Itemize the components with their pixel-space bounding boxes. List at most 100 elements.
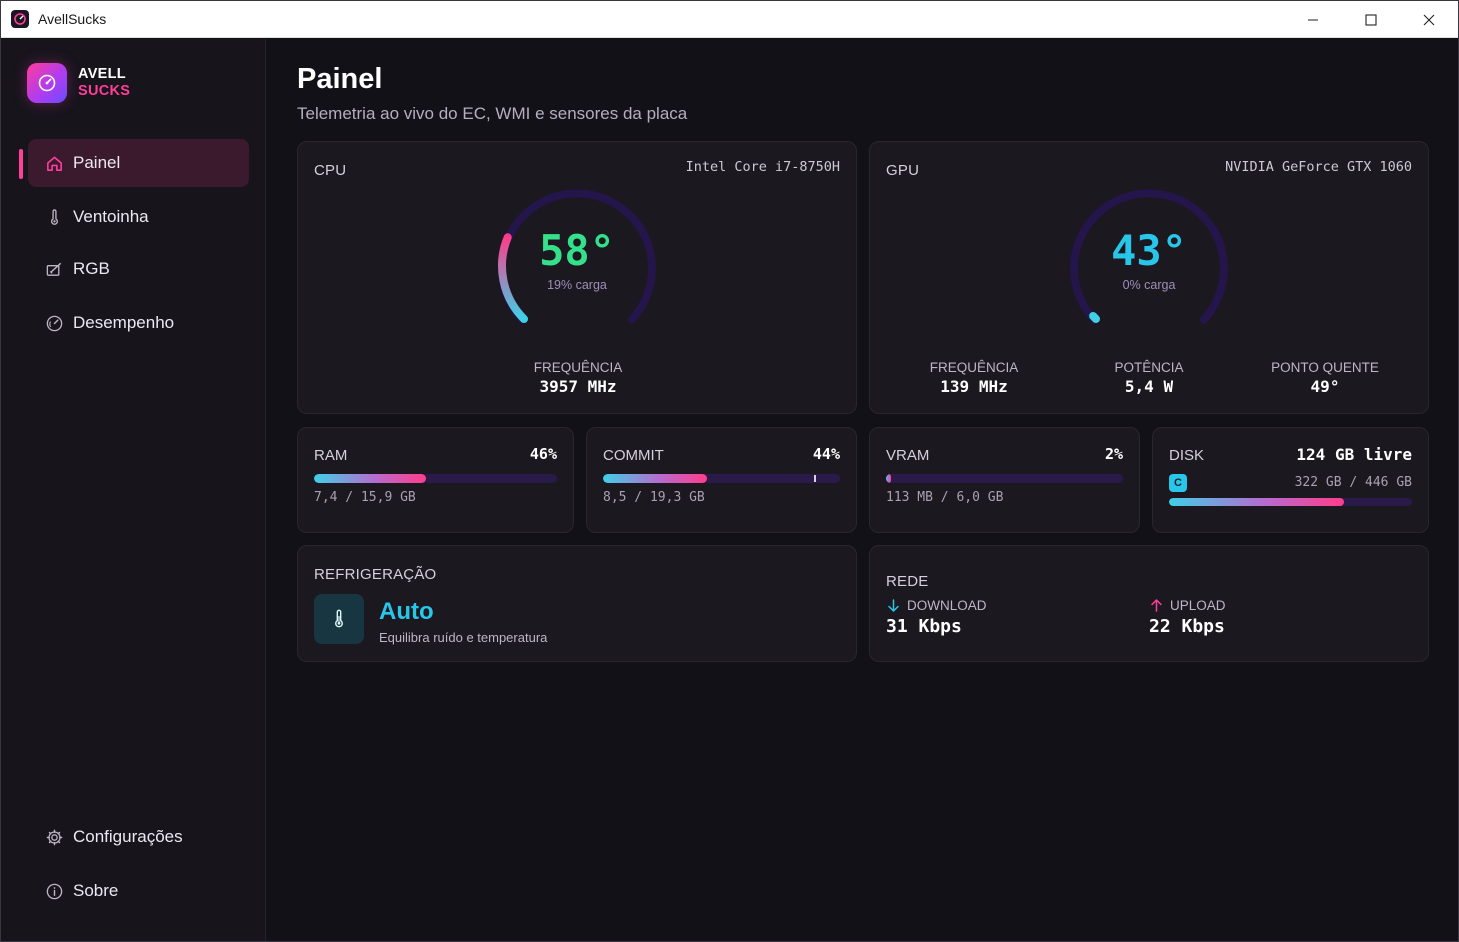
drive-letter-badge: C [1169, 474, 1187, 492]
network-card: REDE DOWNLOAD 31 Kbps UPLOAD 22 Kbps [869, 545, 1429, 662]
brand: AVELL SUCKS [27, 63, 130, 103]
ram-bar-fill [314, 474, 426, 483]
gpu-gauge-arc [1089, 312, 1100, 323]
cpu-temperature: 58° [539, 226, 615, 275]
page-title: Painel [297, 63, 383, 95]
gpu-frequency-value: 139 MHz [940, 377, 1008, 396]
network-download: DOWNLOAD 31 Kbps [886, 598, 987, 637]
sidebar-item-label: Desempenho [73, 313, 175, 332]
ram-percent: 46% [529, 445, 557, 463]
gpu-card: GPU NVIDIA GeForce GTX 1060 43° 0% carga… [869, 141, 1429, 414]
ram-label: RAM [314, 447, 348, 464]
minimize-button[interactable] [1284, 1, 1342, 38]
thermometer-icon [44, 207, 64, 227]
gpu-power: POTÊNCIA 5,4 W [1069, 360, 1229, 396]
commit-bar [603, 474, 840, 483]
info-icon [44, 881, 64, 901]
sidebar-item-rgb[interactable]: RGB [28, 245, 249, 293]
gpu-hotspot-value: 49° [1310, 377, 1340, 396]
commit-detail: 8,5 / 19,3 GB [603, 490, 705, 505]
gpu-gauge-track [1070, 189, 1228, 324]
minimize-icon [1308, 19, 1318, 20]
gpu-frequency: FREQUÊNCIA 139 MHz [894, 360, 1054, 396]
sidebar-item-configuracoes[interactable]: Configurações [28, 813, 249, 861]
ram-bar [314, 474, 557, 483]
maximize-button[interactable] [1342, 1, 1400, 38]
vram-detail: 113 MB / 6,0 GB [886, 490, 1004, 505]
cooling-mode: Auto [379, 598, 434, 625]
ram-detail: 7,4 / 15,9 GB [314, 490, 416, 505]
sidebar: AVELL SUCKS Painel Ventoinha RGB [1, 39, 266, 941]
commit-bar-fill [603, 474, 708, 483]
commit-label: COMMIT [603, 447, 664, 464]
gpu-hotspot-label: PONTO QUENTE [1271, 360, 1379, 375]
gpu-label: GPU [886, 162, 920, 179]
sidebar-item-label: RGB [73, 259, 110, 278]
gpu-power-label: POTÊNCIA [1114, 360, 1184, 375]
cpu-frequency-value: 3957 MHz [539, 377, 617, 396]
sidebar-item-label: Ventoinha [73, 207, 149, 226]
vram-label: VRAM [886, 447, 930, 464]
vram-bar-fill [886, 474, 891, 483]
cooling-card[interactable]: REFRIGERAÇÃO Auto Equilibra ruído e temp… [297, 545, 857, 662]
cpu-gauge: 58° 19% carga [487, 178, 667, 338]
window-title: AvellSucks [38, 11, 107, 27]
sidebar-item-label: Configurações [73, 827, 183, 846]
sidebar-item-sobre[interactable]: Sobre [28, 867, 249, 915]
gauge-icon [44, 313, 64, 333]
vram-bar [886, 474, 1123, 483]
disk-detail: 322 GB / 446 GB [1294, 475, 1412, 490]
gpu-hotspot: PONTO QUENTE 49° [1245, 360, 1405, 396]
network-upload: UPLOAD 22 Kbps [1149, 598, 1226, 637]
gpu-model: NVIDIA GeForce GTX 1060 [1225, 159, 1412, 175]
gpu-gauge: 43° 0% carga [1059, 178, 1239, 338]
gpu-power-value: 5,4 W [1124, 377, 1174, 396]
upload-value: 22 Kbps [1149, 616, 1225, 637]
rgb-icon [44, 259, 64, 279]
close-icon [1423, 14, 1435, 25]
commit-percent: 44% [812, 445, 840, 463]
brand-logo-icon [27, 63, 67, 103]
vram-card: VRAM 2% 113 MB / 6,0 GB [869, 427, 1140, 533]
sidebar-item-painel[interactable]: Painel [28, 139, 249, 187]
page-subtitle: Telemetria ao vivo do EC, WMI e sensores… [297, 104, 688, 123]
cpu-frequency: FREQUÊNCIA 3957 MHz [498, 360, 658, 396]
gpu-temperature: 43° [1111, 226, 1187, 275]
sidebar-item-desempenho[interactable]: Desempenho [28, 299, 249, 347]
commit-card: COMMIT 44% 8,5 / 19,3 GB [586, 427, 857, 533]
disk-bar-fill [1169, 498, 1344, 506]
arrow-up-icon [1151, 599, 1162, 612]
commit-limit-marker [814, 475, 816, 482]
gpu-load: 0% carga [1122, 278, 1176, 292]
title-bar[interactable]: AvellSucks [1, 1, 1458, 38]
cpu-load: 19% carga [547, 278, 607, 292]
gpu-frequency-label: FREQUÊNCIA [929, 360, 1019, 375]
arrow-down-icon [888, 599, 899, 612]
download-label: DOWNLOAD [907, 598, 987, 613]
download-value: 31 Kbps [886, 616, 962, 637]
cpu-label: CPU [314, 162, 347, 179]
cpu-card: CPU Intel Core i7-8750H 58° 19% carga [297, 141, 857, 414]
thermometer-icon [314, 594, 364, 644]
disk-label: DISK [1169, 447, 1205, 464]
disk-card: DISK 124 GB livre C 322 GB / 446 GB [1152, 427, 1429, 533]
main-content: Painel Telemetria ao vivo do EC, WMI e s… [267, 39, 1458, 941]
active-indicator [19, 149, 23, 179]
sidebar-item-label: Painel [73, 153, 121, 172]
ram-card: RAM 46% 7,4 / 15,9 GB [297, 427, 574, 533]
gear-icon [44, 827, 64, 847]
sidebar-item-label: Sobre [73, 881, 119, 900]
upload-label: UPLOAD [1170, 598, 1226, 613]
cooling-label: REFRIGERAÇÃO [314, 566, 437, 583]
vram-percent: 2% [1104, 445, 1123, 463]
disk-free: 124 GB livre [1296, 445, 1412, 464]
cooling-description: Equilibra ruído e temperatura [379, 630, 548, 645]
brand-line-2: SUCKS [78, 83, 131, 99]
brand-line-1: AVELL [78, 66, 126, 82]
cpu-model: Intel Core i7-8750H [685, 159, 840, 175]
cpu-frequency-label: FREQUÊNCIA [533, 360, 623, 375]
sidebar-item-ventoinha[interactable]: Ventoinha [28, 193, 249, 241]
maximize-icon [1365, 13, 1377, 26]
close-button[interactable] [1400, 1, 1458, 38]
